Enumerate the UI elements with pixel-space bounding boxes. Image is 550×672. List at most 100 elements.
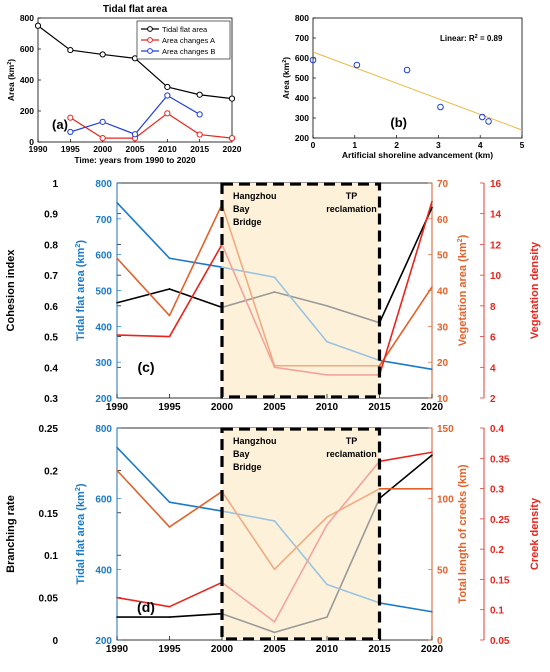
box-label: reclamation: [326, 204, 377, 214]
plot-area: [312, 17, 523, 139]
series-segment: [326, 497, 381, 618]
data-point: [309, 56, 317, 64]
y-tick-label: 0.7: [44, 271, 58, 282]
panel-c: 0.3 0.4 0.5 0.6 0.7 0.8 0.9 1 Cohesion index 200 3…: [5, 179, 541, 413]
period-box: [220, 427, 382, 641]
y-tick-label: 200: [95, 394, 112, 405]
x-axis-label: Time: years from 1990 to 2020: [74, 155, 196, 165]
series-segment: [326, 460, 381, 526]
fit-line: [312, 51, 523, 131]
data-point: [437, 103, 444, 111]
x-tick-label: 2005: [263, 644, 286, 655]
y-tick-label: 50: [437, 565, 449, 576]
x-tick-label: 5: [520, 140, 525, 150]
y-tick-label: 0.05: [39, 594, 59, 605]
series-segment: [116, 257, 171, 317]
y-tick-label: 4: [490, 363, 496, 374]
y-tick-label: 0.2: [44, 466, 58, 477]
box-label: Bay: [233, 204, 250, 214]
x-tick-label: 1990: [106, 644, 129, 655]
y-tick-label: 500: [295, 73, 309, 83]
y-tick-label: 400: [295, 93, 309, 103]
x-tick-label: 3: [436, 140, 441, 150]
y-tick-label: 0: [29, 137, 34, 147]
period-box: [220, 182, 382, 399]
y-tick-label: 12: [490, 240, 502, 251]
x-tick-label: 1990: [106, 402, 129, 413]
y-axis-label: Area (km2): [281, 57, 291, 99]
data-point: [196, 131, 203, 138]
y-tick-label: 0.25: [39, 424, 59, 435]
data-point: [196, 91, 203, 98]
data-point: [164, 83, 171, 91]
series-segment: [378, 200, 433, 376]
y-tick-label: 0.6: [44, 302, 58, 313]
series-segment: [221, 243, 276, 369]
y-tick-label: 6: [490, 333, 496, 344]
fit-annotation: Linear: R2 = 0.89: [440, 34, 503, 43]
data-point: [403, 66, 411, 74]
y-tick-label: 8: [490, 302, 496, 313]
x-tick-label: 0: [311, 140, 316, 150]
x-tick-label: 2010: [316, 402, 339, 413]
series-segment: [221, 581, 276, 623]
y-tick-label: 0.9: [44, 210, 58, 221]
series-segment: [221, 612, 276, 634]
data-point: [228, 95, 236, 102]
data-point: [67, 128, 74, 136]
y-tick-label: 0.5: [44, 333, 58, 344]
y-tick-label: 500: [95, 287, 112, 298]
y-axis-label: Vegetation density: [529, 241, 541, 339]
chart-title: Tidal flat area: [103, 4, 168, 15]
y-axis-label: Tidal flat area (km2): [74, 240, 87, 341]
series-segment: [326, 583, 381, 604]
series-segment: [326, 305, 381, 324]
y-tick-label: 30: [437, 322, 449, 333]
y-tick-label: 800: [295, 13, 309, 23]
y-tick-label: 0.4: [44, 363, 58, 374]
box-label: Hangzhou: [233, 191, 277, 201]
data-point: [34, 22, 42, 29]
y-axis-label: Creek density: [529, 497, 541, 570]
y-tick-label: 400: [95, 565, 112, 576]
series-segment: [116, 201, 171, 260]
y-axis-label: Area (km2): [6, 59, 16, 101]
series-segment: [168, 612, 223, 618]
x-tick-label: 2010: [158, 144, 177, 154]
series-segment: [116, 469, 171, 528]
y-tick-label: 0: [52, 636, 58, 647]
y-tick-label: 14: [490, 210, 502, 221]
x-tick-label: 2020: [421, 402, 444, 413]
series-segment: [221, 203, 276, 367]
data-point: [228, 135, 236, 142]
series-segment: [378, 451, 433, 463]
y-tick-label: 300: [95, 358, 112, 369]
series-segment: [326, 340, 381, 362]
series-segment: [116, 596, 171, 608]
data-point: [164, 92, 171, 99]
x-tick-label: 2010: [316, 644, 339, 655]
series-segment: [273, 291, 328, 307]
y-tick-label: 100: [437, 495, 454, 506]
y-tick-label: 70: [437, 179, 449, 190]
y-tick-label: 0.2: [490, 545, 504, 556]
data-point: [99, 51, 106, 58]
series-segment: [221, 291, 276, 309]
y-axis-label: Tidal flat area (km2): [74, 483, 87, 584]
y-tick-label: 0: [437, 636, 443, 647]
panel-label: (d): [137, 599, 155, 615]
series-segment: [168, 288, 223, 309]
x-tick-label: 2000: [211, 644, 234, 655]
y-tick-label: 300: [295, 113, 309, 123]
x-tick-label: 2000: [93, 144, 112, 154]
y-tick-label: 10: [437, 394, 449, 405]
x-tick-label: 1995: [158, 402, 181, 413]
x-tick-label: 2: [394, 140, 399, 150]
y-tick-label: 800: [95, 424, 112, 435]
y-tick-label: 800: [20, 13, 34, 23]
y-tick-label: 800: [95, 179, 112, 190]
y-tick-label: 600: [95, 495, 112, 506]
panel-label: (a): [52, 117, 68, 132]
